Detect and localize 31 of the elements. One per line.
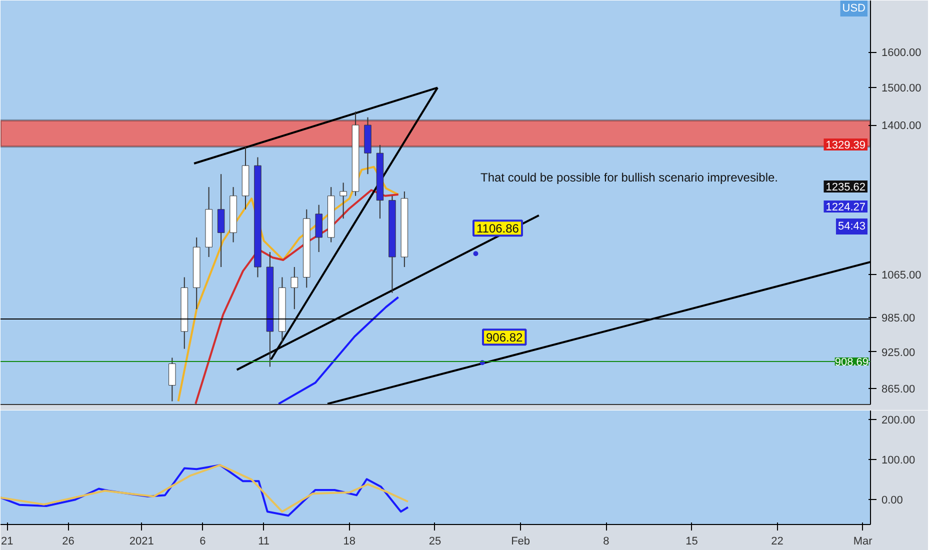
- y-tick-label: 1400.00: [882, 120, 922, 132]
- x-tick-label: 2021: [129, 536, 154, 548]
- x-tick-label: 26: [62, 536, 74, 548]
- ref-line-label: 908.69: [834, 356, 869, 368]
- x-tick-label: 18: [343, 536, 356, 548]
- x-tick-label: 6: [200, 536, 206, 548]
- annotation: USD: [842, 2, 866, 14]
- x-tick-label: 22: [771, 536, 784, 548]
- y-tick-label: 985.00: [882, 312, 916, 324]
- x-tick-label: Mar: [853, 536, 873, 548]
- x-tick-label: 8: [603, 536, 610, 548]
- annotation: 1329.39: [826, 140, 866, 152]
- y-tick-label: 925.00: [882, 346, 916, 359]
- annotation: That could be possible for bullish scenario imprevesible.: [480, 170, 778, 184]
- annotation: 1224.27: [826, 202, 866, 214]
- annotation: 1235.62: [826, 182, 866, 194]
- y-tick-label: 865.00: [882, 383, 916, 396]
- x-tick-label: 15: [686, 536, 698, 548]
- y-tick-label: 100.00: [882, 454, 916, 466]
- y-tick-label: 200.00: [882, 414, 916, 426]
- y-tick-label: 1600.00: [882, 47, 922, 60]
- x-tick-label: 21: [1, 536, 14, 548]
- y-tick-label: 1065.00: [882, 270, 922, 282]
- annotation: 1106.86: [476, 222, 520, 236]
- x-tick-label: Feb: [511, 536, 530, 548]
- y-tick-label: 1500.00: [882, 82, 922, 94]
- x-tick-label: 11: [258, 536, 270, 548]
- x-tick-label: 25: [428, 536, 442, 548]
- y-tick-label: 0.00: [882, 494, 903, 507]
- annotation: 906.82: [486, 330, 524, 345]
- annotation: 54:43: [838, 220, 866, 232]
